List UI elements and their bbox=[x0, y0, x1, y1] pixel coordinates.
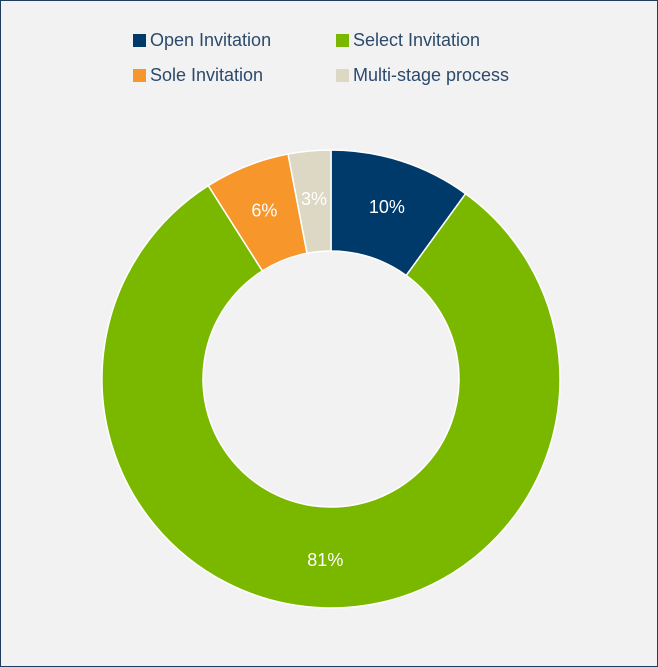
legend-label-select-invitation: Select Invitation bbox=[353, 30, 481, 50]
legend-swatch-open-invitation bbox=[133, 34, 146, 47]
slice-label-sole-invitation: 6% bbox=[251, 201, 277, 221]
legend-label-sole-invitation: Sole Invitation bbox=[150, 65, 264, 85]
slice-label-select-invitation: 81% bbox=[307, 550, 343, 570]
legend-swatch-sole-invitation bbox=[133, 69, 146, 82]
legend: Open Invitation Select Invitation Sole I… bbox=[1, 1, 657, 101]
legend-item-sole-invitation: Sole Invitation bbox=[133, 65, 263, 86]
slice-multi-stage-process bbox=[287, 149, 332, 255]
slice-select-invitation bbox=[101, 184, 561, 609]
slice-label-open-invitation: 10% bbox=[369, 197, 405, 217]
legend-item-select-invitation: Select Invitation bbox=[336, 30, 480, 51]
legend-item-open-invitation: Open Invitation bbox=[133, 30, 271, 51]
legend-label-open-invitation: Open Invitation bbox=[150, 30, 272, 50]
donut-slice-labels: 10% 81% 6% 3% bbox=[251, 189, 405, 570]
legend-label-multi-stage-process: Multi-stage process bbox=[353, 65, 510, 85]
legend-item-multi-stage-process: Multi-stage process bbox=[336, 65, 509, 86]
slice-label-multi-stage-process: 3% bbox=[301, 189, 327, 209]
legend-swatch-multi-stage-process bbox=[336, 69, 349, 82]
legend-swatch-select-invitation bbox=[336, 34, 349, 47]
donut-slices bbox=[101, 149, 561, 609]
